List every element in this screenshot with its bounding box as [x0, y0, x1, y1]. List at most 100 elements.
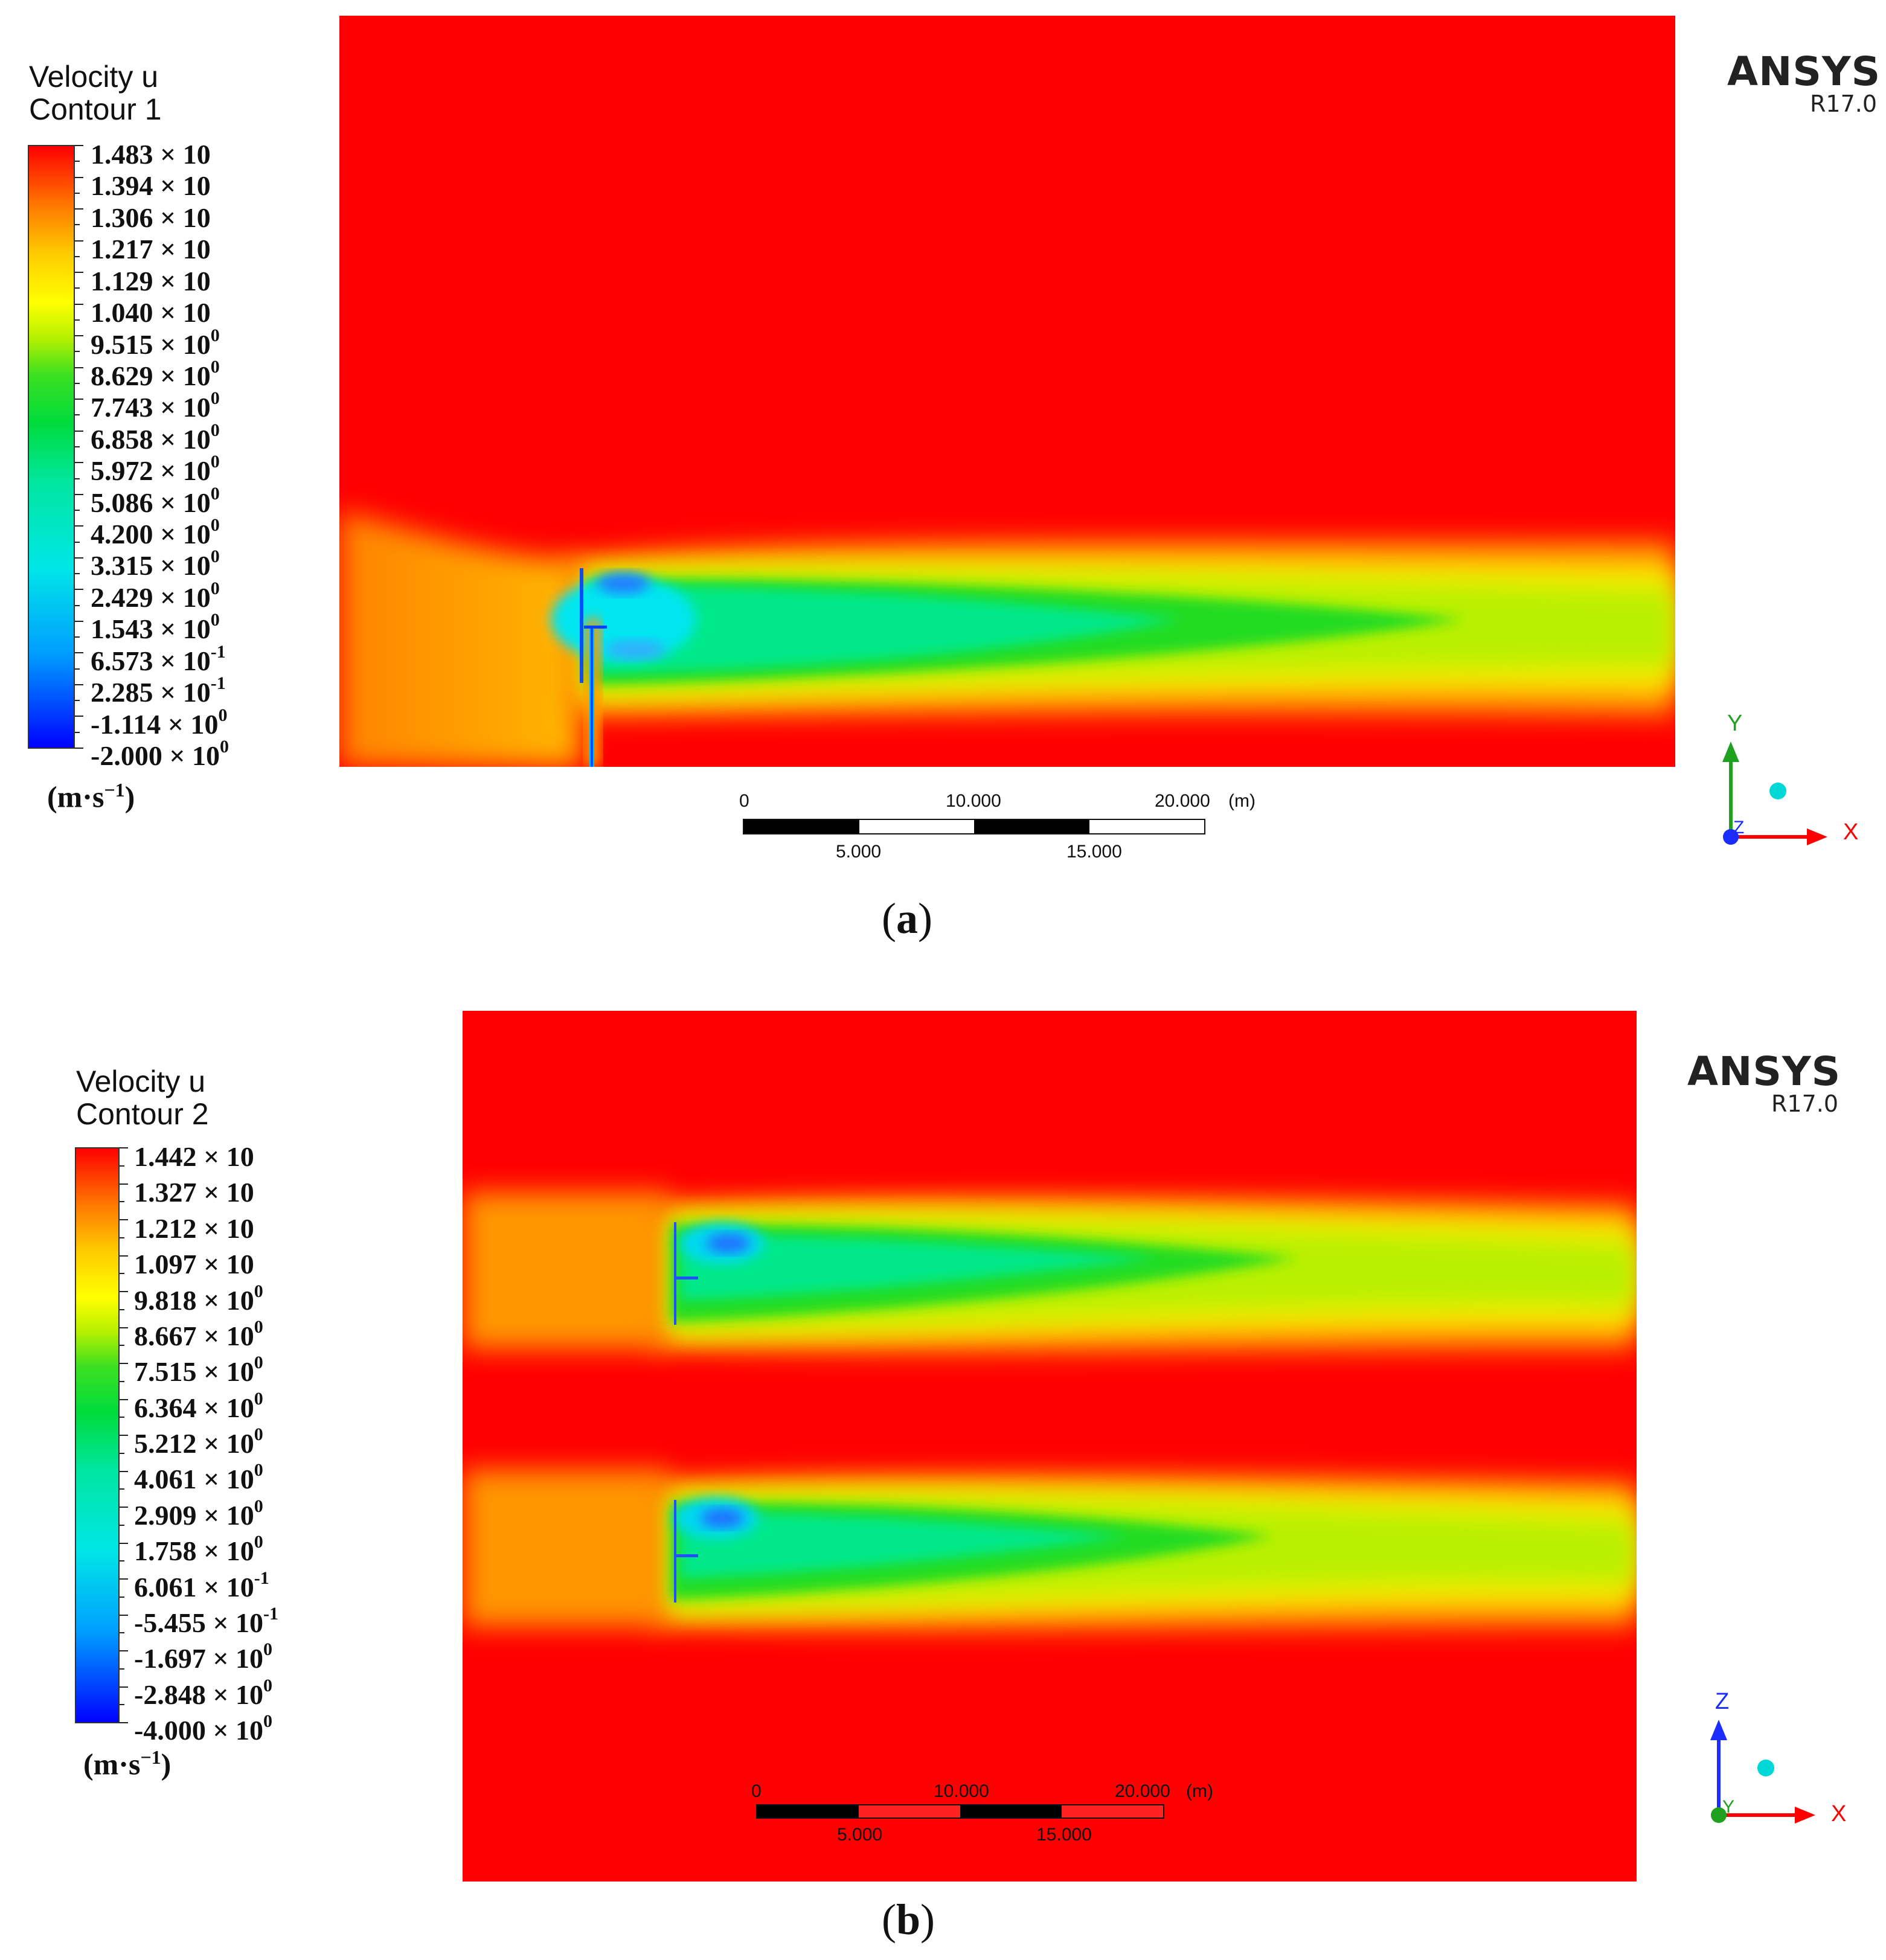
scale-bar: 0 10.000 20.000 (m) 5.000 15.000 [743, 1781, 1286, 1854]
contour-plot-viewport[interactable] [339, 16, 1675, 767]
color-scale-tick [120, 1237, 124, 1238]
panel-caption-letter: a [896, 894, 918, 943]
color-scale-label: 5.086 × 100 [91, 485, 220, 518]
color-scale-tick [75, 542, 80, 543]
legend-title-quantity: Velocity u [29, 60, 159, 94]
legend-title: Velocity u Contour 2 [76, 1065, 209, 1130]
scale-segment [974, 820, 1089, 833]
axis-triad[interactable]: Z X Y [1691, 1673, 1872, 1842]
x-axis-label: X [1843, 819, 1858, 845]
color-scale-tick [120, 1201, 124, 1202]
color-scale-label-exponent: -1 [210, 673, 226, 693]
legend-title-contour: Contour 2 [76, 1097, 209, 1131]
color-scale-label-mantissa: 1.097 × 10 [134, 1249, 254, 1279]
y-axis-label: Y [1727, 711, 1742, 736]
color-scale-label: 5.972 × 100 [91, 453, 220, 486]
color-scale-ticks [120, 1147, 128, 1723]
color-scale-label-mantissa: 9.515 × 10 [91, 329, 211, 360]
color-scale-label: 7.515 × 100 [134, 1354, 263, 1387]
z-axis-label: Z [1733, 818, 1744, 837]
color-scale-label-exponent: 0 [254, 1281, 263, 1301]
color-scale-tick [75, 716, 83, 717]
scale-label-10: 10.000 [946, 791, 1001, 811]
color-scale-label: 9.515 × 100 [91, 327, 220, 360]
velocity-contour-field [339, 16, 1675, 767]
color-scale-label: 8.667 × 100 [134, 1318, 263, 1351]
unit-label: (m·s−1) [83, 1746, 171, 1782]
color-scale-tick [75, 636, 80, 638]
color-scale-label: 1.327 × 10 [134, 1178, 254, 1207]
color-scale-label-mantissa: 5.086 × 10 [91, 487, 211, 518]
color-scale-label: 1.040 × 10 [91, 298, 211, 327]
color-scale-label-exponent: 0 [254, 1496, 263, 1516]
color-scale-label-exponent: -1 [210, 642, 226, 662]
color-scale-tick [75, 589, 83, 590]
color-scale-label: -5.455 × 10-1 [134, 1605, 278, 1638]
color-scale-tick [120, 1488, 124, 1490]
scale-segment [960, 1805, 1062, 1817]
scale-segment [859, 1805, 960, 1817]
upper-turbine-wake [463, 1192, 1637, 1352]
version-label: R17.0 [1809, 91, 1877, 117]
color-scale-label-exponent: 0 [254, 1532, 263, 1552]
color-scale-label-mantissa: 6.061 × 10 [134, 1572, 254, 1603]
scale-bar-segments [743, 819, 1205, 834]
color-scale-label-mantissa: 5.972 × 10 [91, 455, 211, 486]
color-scale-label: 6.364 × 100 [134, 1390, 263, 1423]
scale-segment [1089, 820, 1204, 833]
scale-label-0: 0 [739, 791, 749, 811]
color-scale-label-exponent: 0 [210, 357, 220, 377]
color-scale-tick [75, 525, 83, 527]
color-scale-label: 4.061 × 100 [134, 1461, 263, 1494]
color-scale-tick [120, 1507, 128, 1508]
color-scale-label-mantissa: 3.315 × 10 [91, 550, 211, 581]
color-scale-label: 3.315 × 100 [91, 548, 220, 581]
color-scale-tick [75, 272, 83, 273]
scale-label-15: 15.000 [1066, 842, 1122, 862]
axis-triad[interactable]: Y X Z [1703, 694, 1884, 863]
color-scale-label-mantissa: 7.515 × 10 [134, 1356, 254, 1387]
color-scale-label: 1.129 × 10 [91, 267, 211, 296]
color-scale-label-mantissa: 1.758 × 10 [134, 1536, 254, 1566]
color-scale-tick [120, 1597, 124, 1598]
scale-segment [757, 1805, 859, 1817]
color-scale-tick [75, 748, 83, 749]
color-scale-tick [120, 1399, 128, 1400]
color-scale-tick [75, 399, 83, 400]
color-scale-tick [75, 510, 80, 511]
color-scale-label-mantissa: -2.000 × 10 [91, 740, 220, 771]
color-scale-label-mantissa: -4.000 × 10 [134, 1715, 264, 1746]
color-scale-label-mantissa: -5.455 × 10 [134, 1607, 264, 1638]
color-scale-tick [75, 383, 80, 384]
unit-close: ) [161, 1747, 172, 1781]
color-scale-label: 2.285 × 10-1 [91, 674, 226, 707]
color-scale-tick [75, 256, 80, 257]
color-scale-tick [75, 224, 80, 225]
viewpoint-sphere [1769, 783, 1786, 799]
unit-label: (m·s−1) [47, 779, 135, 815]
color-scale-label-mantissa: 5.212 × 10 [134, 1428, 254, 1459]
contour-plot-viewport[interactable] [463, 1011, 1637, 1882]
y-axis-arrowhead [1722, 741, 1739, 762]
color-scale-label-mantissa: 1.306 × 10 [91, 202, 211, 233]
scale-label-10: 10.000 [934, 1781, 989, 1801]
panel-a: Velocity u Contour 1 1.483 × 10 1.394 × 1… [0, 0, 1886, 978]
color-scale-tick [120, 1345, 124, 1346]
color-scale-tick [75, 304, 83, 305]
color-scale-tick [75, 208, 83, 210]
color-scale-label-exponent: 0 [210, 452, 220, 472]
color-scale-tick [120, 1255, 128, 1257]
color-scale-label: 9.818 × 100 [134, 1283, 263, 1315]
color-scale-label: -1.697 × 100 [134, 1641, 272, 1673]
color-scale-label-exponent: 0 [263, 1639, 273, 1659]
scale-bar: 0 10.000 20.000 (m) 5.000 15.000 [725, 791, 1268, 876]
color-scale-label: 6.858 × 100 [91, 421, 220, 454]
color-scale-label: 4.200 × 100 [91, 516, 220, 549]
color-scale-tick [120, 1543, 128, 1544]
color-scale-tick [120, 1381, 124, 1382]
color-scale-tick [75, 478, 80, 479]
scale-label-20: 20.000 [1155, 791, 1210, 811]
legend-title: Velocity u Contour 1 [29, 60, 162, 126]
color-scale-label-exponent: 0 [254, 1460, 263, 1480]
color-scale-label-mantissa: 6.364 × 10 [134, 1392, 254, 1423]
